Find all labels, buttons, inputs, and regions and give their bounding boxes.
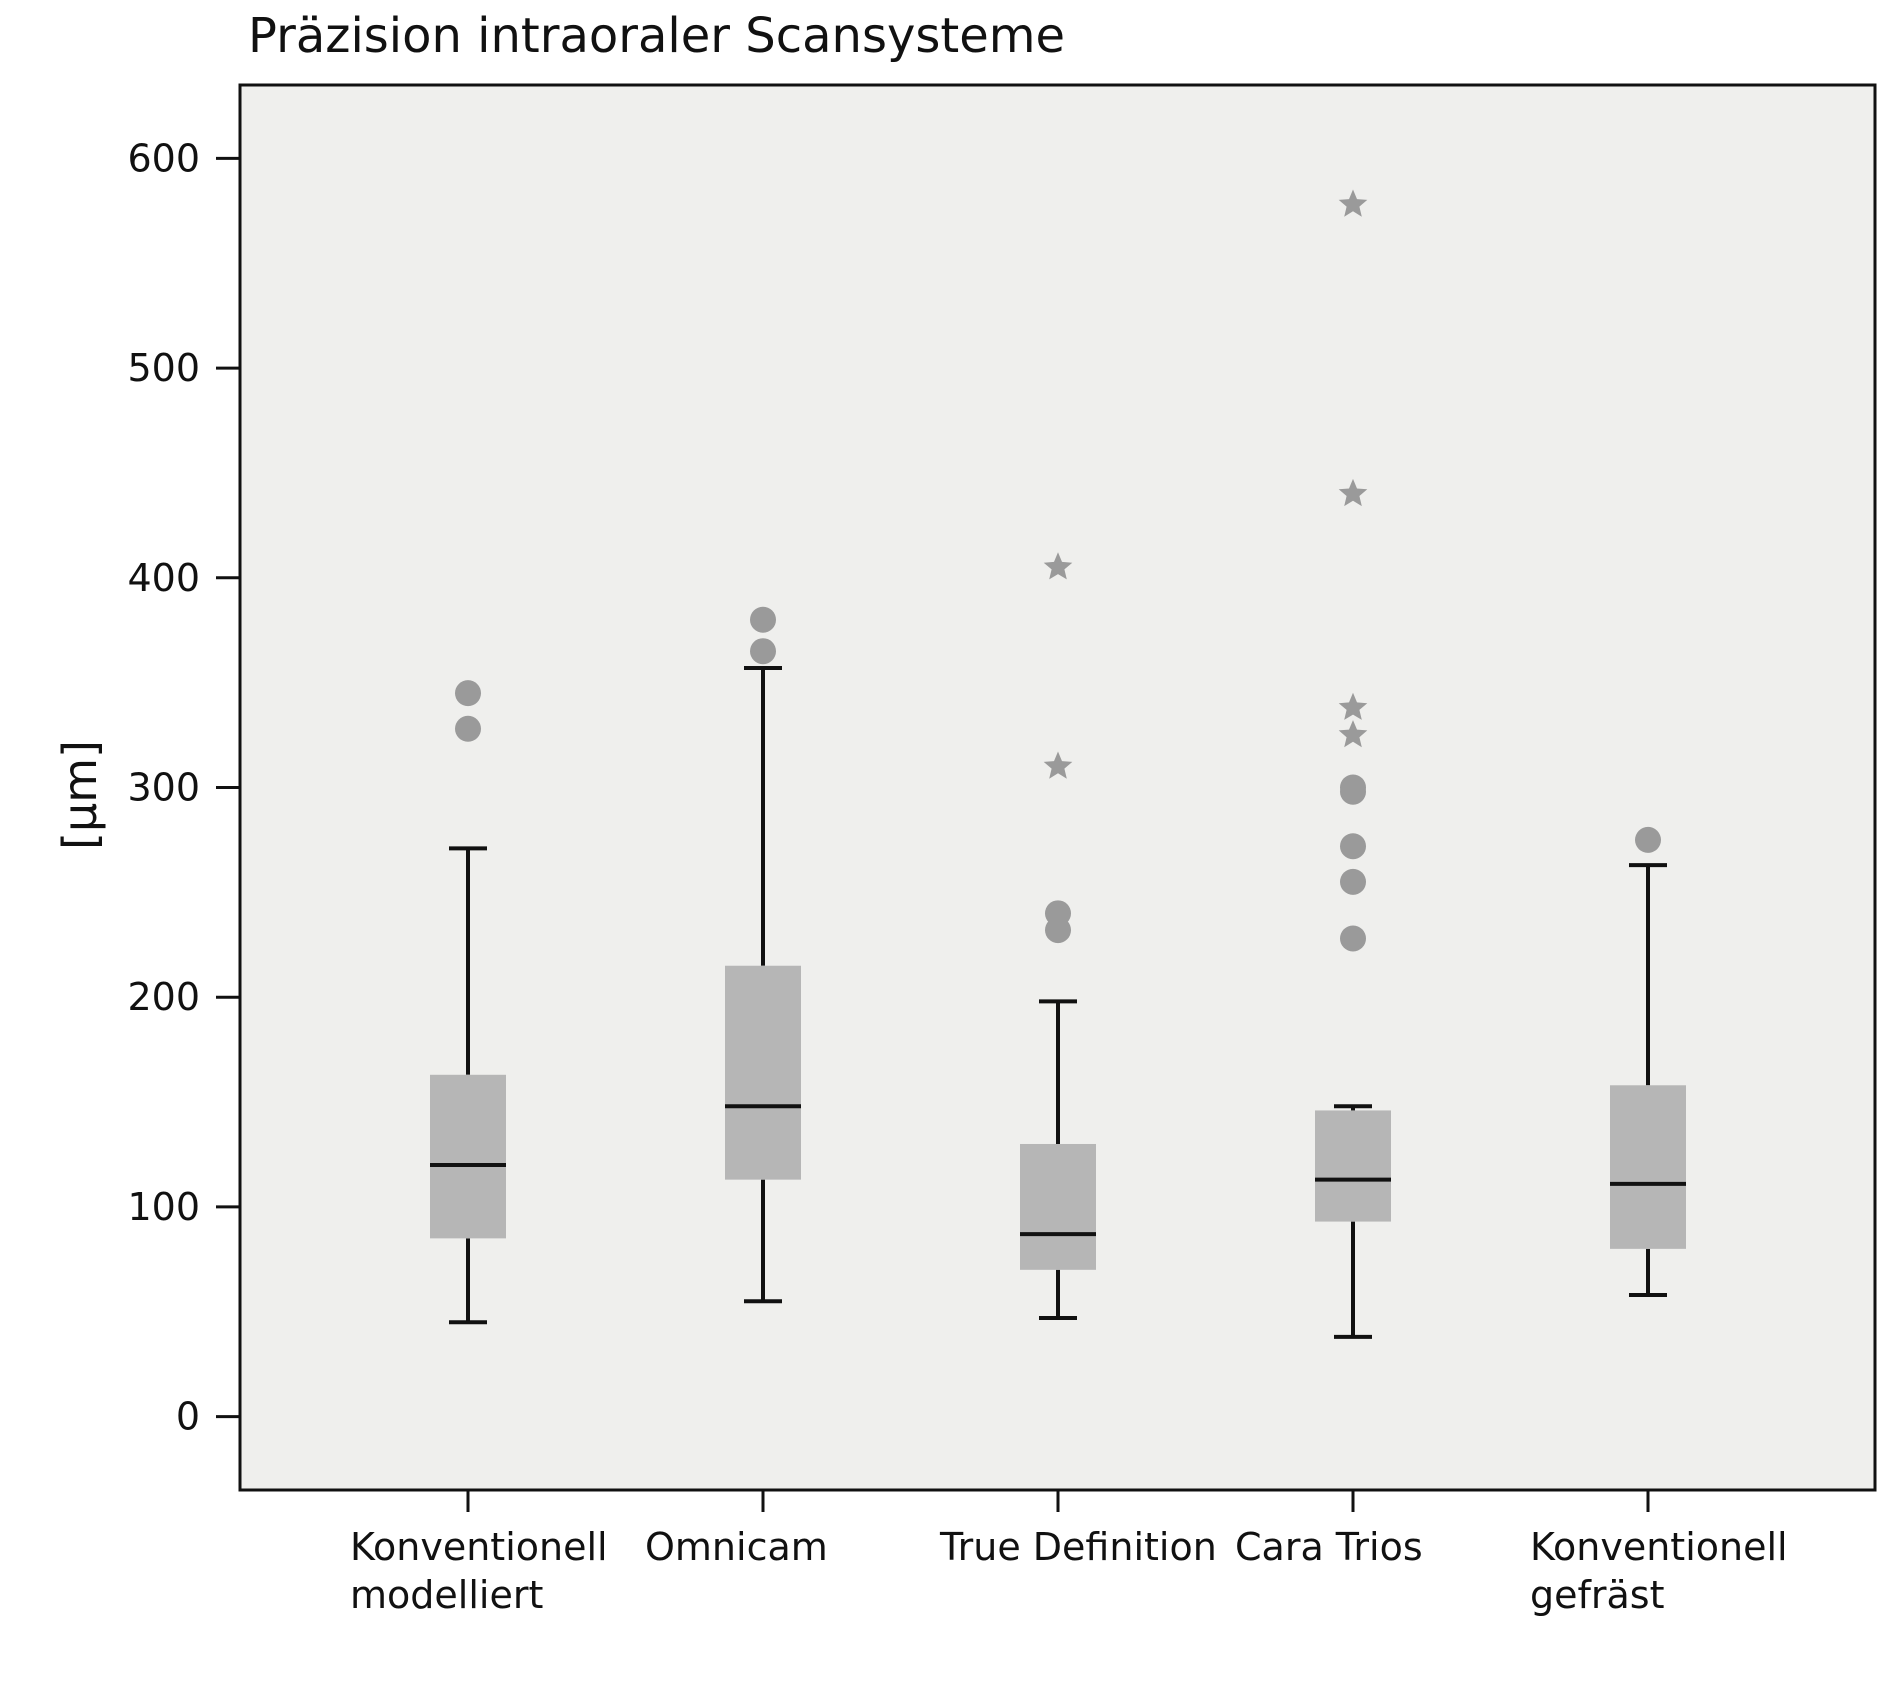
y-tick-label-0: 0 [176,1395,200,1439]
category-label-1-line-1: Konventionell [350,1525,608,1569]
box-4-extreme-1 [1338,189,1368,217]
box-2-outlier-1 [750,606,776,633]
box-4-extreme-2 [1338,478,1368,507]
y-tick-label-600: 600 [127,136,200,180]
box-1-iqr [430,1074,506,1239]
box-4-outlier-3 [1340,833,1366,860]
category-label-3: True Definition [939,1525,1217,1569]
box-3-extreme-1 [1043,552,1073,580]
box-2-outlier-2 [750,638,776,665]
box-4-extreme-3 [1338,692,1368,720]
category-label-1: Konventionell modelliert [350,1525,608,1617]
box-1-outlier-2 [455,715,481,742]
category-label-3-line-1: True Definition [939,1525,1217,1569]
y-tick-label-200: 200 [127,975,200,1019]
box-5-outlier-1 [1635,826,1661,853]
chart-title: Präzision intraoraler Scansysteme [248,8,1065,64]
category-label-5-line-1: Konventionell [1530,1525,1788,1569]
y-tick-label-300: 300 [127,766,200,810]
box-5-iqr [1610,1085,1686,1249]
y-tick-label-400: 400 [127,556,200,600]
category-label-4: Cara Trios [1235,1525,1423,1569]
box-4-outlier-5 [1340,925,1366,952]
box-3-iqr [1020,1143,1096,1270]
category-label-2-line-1: Omnicam [645,1525,828,1569]
category-label-4-line-1: Cara Trios [1235,1525,1423,1569]
category-label-1-line-2: modelliert [350,1573,543,1617]
category-label-5-line-2: gefräst [1530,1573,1664,1617]
box-4-extreme-4 [1338,720,1368,748]
category-label-5: Konventionell gefräst [1530,1525,1788,1617]
y-tick-label-500: 500 [127,346,200,390]
box-4-iqr [1315,1110,1391,1222]
box-3-extreme-2 [1043,751,1073,779]
category-label-2: Omnicam [645,1525,828,1569]
box-2-iqr [725,965,801,1180]
box-3-outlier-2 [1045,917,1071,944]
box-4-outlier-2 [1340,778,1366,805]
box-1-outlier-1 [455,680,481,707]
box-4-outlier-4 [1340,868,1366,895]
y-tick-label-100: 100 [127,1185,200,1229]
y-axis-label: [µm] [53,740,107,850]
